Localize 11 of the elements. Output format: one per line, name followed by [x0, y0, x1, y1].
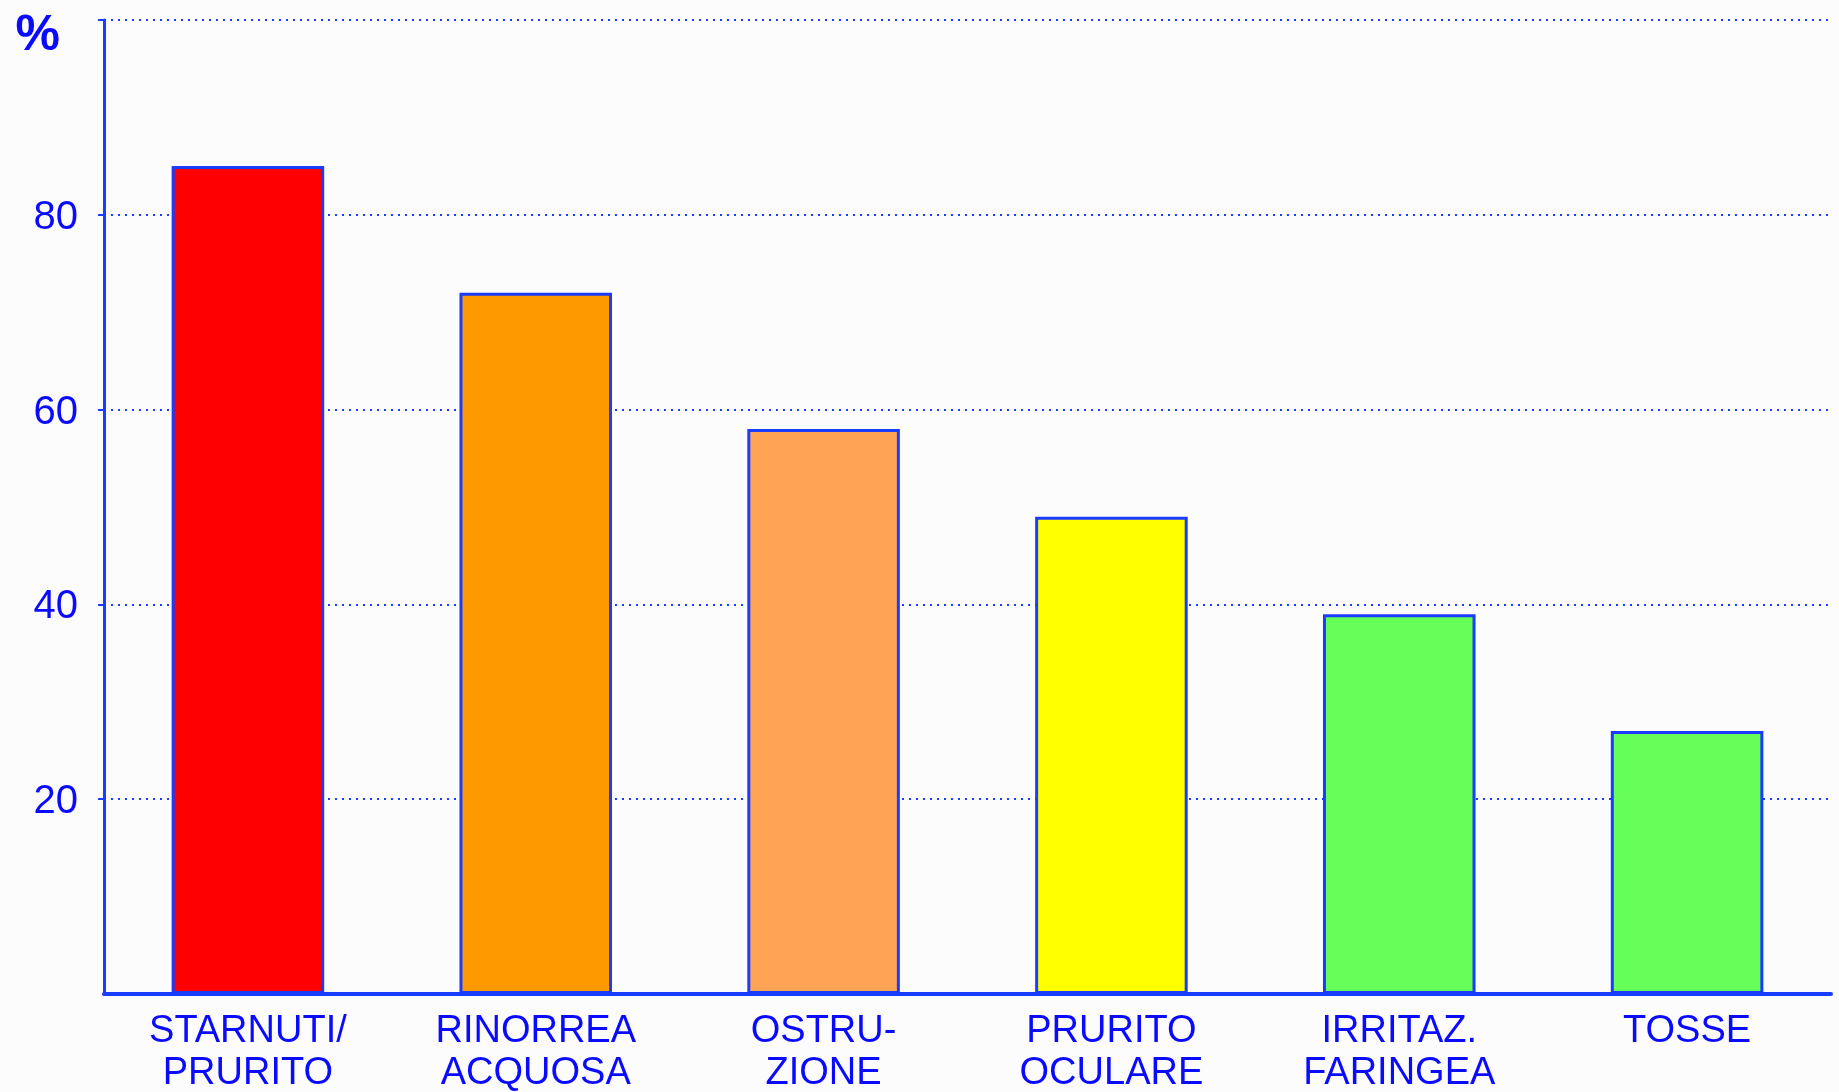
y-tick-label: 40 — [33, 582, 78, 627]
y-tick-label: 80 — [33, 192, 78, 237]
x-tick-label: OSTRU- ZIONE — [750, 1008, 897, 1092]
x-tick-label: IRRITAZ. FARINGEA — [1303, 1008, 1496, 1092]
x-tick-label: RINORREA ACQUOSA — [435, 1008, 637, 1092]
x-tick-label: STARNUTI/ PRURITO — [149, 1008, 348, 1092]
y-tick-label: 60 — [33, 387, 78, 432]
x-tick-label: TOSSE — [1623, 1008, 1752, 1050]
y-axis-title: % — [15, 5, 60, 61]
y-tick-label: 20 — [33, 777, 78, 822]
x-tick-label: PRURITO OCULARE — [1019, 1008, 1204, 1092]
